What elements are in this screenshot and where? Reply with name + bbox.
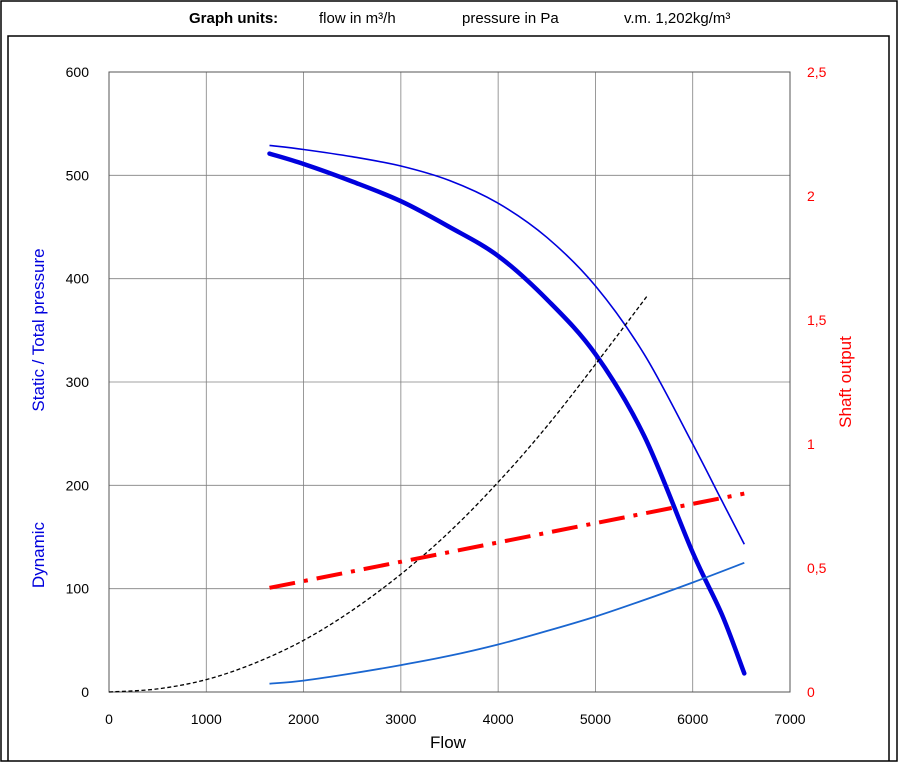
inner-border	[7, 35, 890, 761]
chart-curves	[108, 144, 747, 693]
y2-tick-label: 2,5	[807, 64, 827, 80]
pressure-unit-label: pressure in Pa	[462, 10, 559, 27]
y-tick-label: 500	[66, 167, 90, 183]
plot-area-border	[108, 71, 791, 693]
chart-axis-labels: Flow Static / Total pressure Dynamic Shaft …	[29, 248, 855, 752]
x-axis-label: Flow	[430, 733, 467, 752]
graph-units-header: Graph units: flow in m³/h pressure in Pa…	[0, 10, 898, 36]
x-tick-label: 2000	[288, 711, 319, 727]
y-tick-label: 200	[66, 477, 90, 493]
y2-tick-label: 0	[807, 684, 815, 700]
total-pressure-curve	[269, 144, 746, 545]
dynamic-pressure-curve	[269, 561, 745, 685]
y-axis-label: Static / Total pressure	[29, 248, 48, 411]
y2-axis-label: Shaft output	[836, 336, 855, 428]
y2-tick-label: 1,5	[807, 312, 827, 328]
y2-tick-label: 1	[807, 436, 815, 452]
y-tick-label: 0	[81, 684, 89, 700]
units-label: Graph units:	[189, 10, 279, 27]
x-tick-label: 7000	[774, 711, 805, 727]
x-tick-label: 1000	[191, 711, 222, 727]
x-tick-label: 6000	[677, 711, 708, 727]
y-tick-label: 100	[66, 581, 90, 597]
static-pressure-curve	[267, 151, 747, 676]
x-tick-label: 3000	[385, 711, 416, 727]
y-tick-label: 400	[66, 271, 90, 287]
y-tick-label: 300	[66, 374, 90, 390]
x-tick-label: 5000	[580, 711, 611, 727]
y-tick-label: 600	[66, 64, 90, 80]
system-curve	[108, 295, 648, 693]
y-axis-secondary-label: Dynamic	[29, 521, 48, 588]
chart-tick-labels: 0 1000 2000 3000 4000 5000 6000 700001002003004…	[66, 64, 827, 727]
y2-tick-label: 2	[807, 188, 815, 204]
shaft-output-curve	[269, 491, 745, 590]
density-label: v.m. 1,202kg/m³	[624, 10, 731, 27]
flow-unit-label: flow in m³/h	[319, 10, 396, 27]
x-tick-label: 0	[105, 711, 113, 727]
x-tick-label: 4000	[483, 711, 514, 727]
y2-tick-label: 0,5	[807, 560, 827, 576]
chart-grid	[108, 71, 791, 693]
